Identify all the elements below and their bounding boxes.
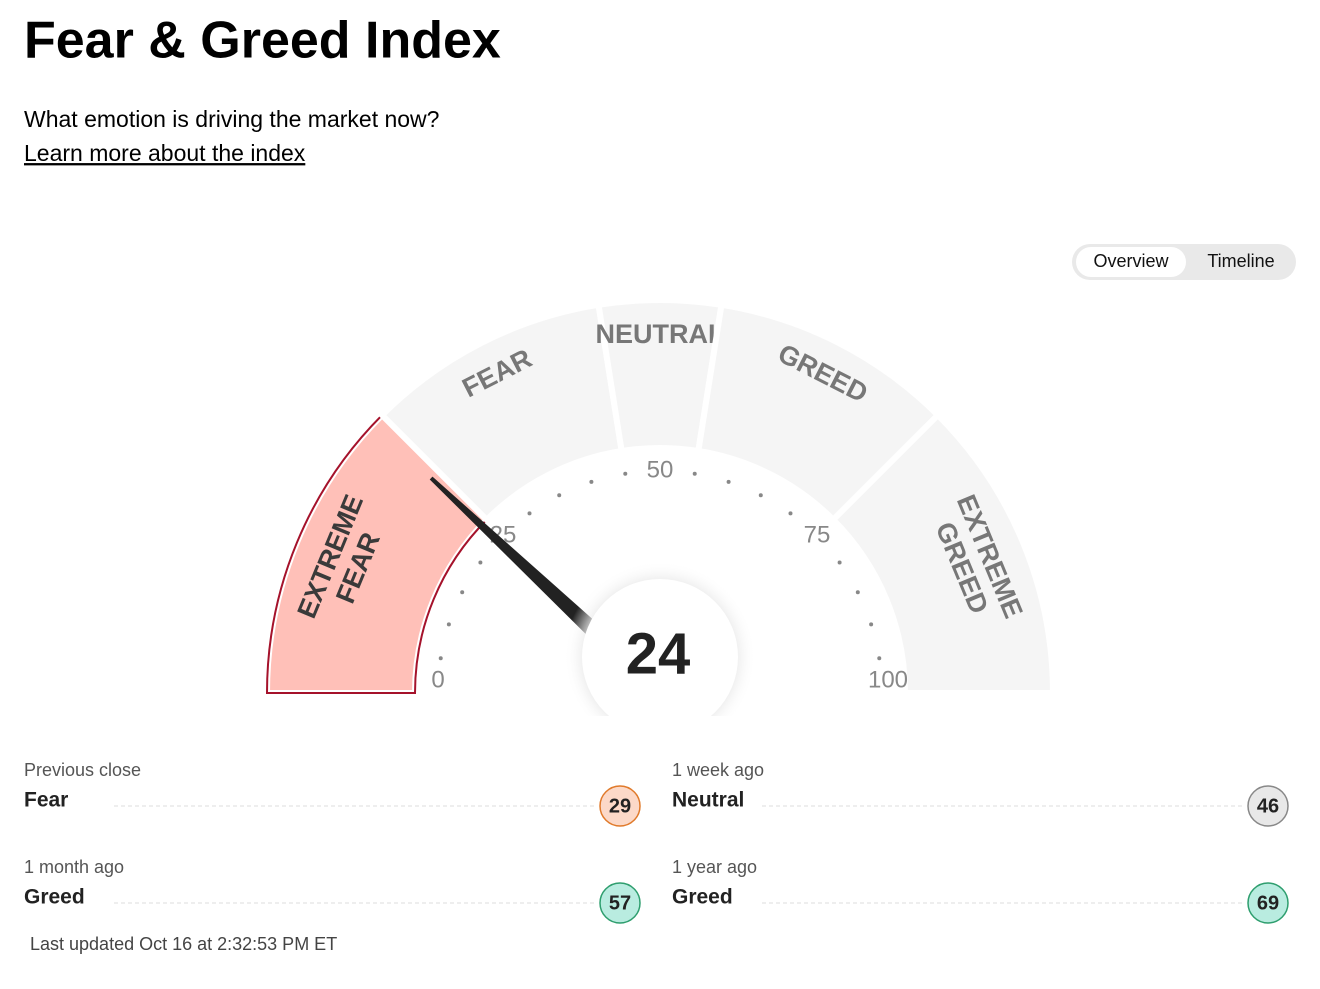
segment-label: NEUTRAL bbox=[596, 319, 725, 349]
history-badge bbox=[1247, 882, 1289, 924]
tick-dot bbox=[623, 471, 628, 476]
learn-more-link[interactable]: Learn more about the index bbox=[24, 140, 306, 166]
tick-dot bbox=[478, 560, 483, 565]
history-badge bbox=[599, 882, 641, 924]
history-value: 29 bbox=[609, 795, 631, 817]
tick-dot bbox=[837, 560, 842, 565]
tick-label: 0 bbox=[431, 666, 444, 693]
subtitle: What emotion is driving the market now? bbox=[24, 106, 439, 132]
gauge: EXTREMEFEARFEARNEUTRALGREEDEXTREMEGREED0… bbox=[263, 297, 1057, 756]
tick-label: 50 bbox=[647, 456, 674, 483]
gauge-value: 24 bbox=[626, 621, 691, 686]
history-label: Previous close bbox=[24, 760, 141, 780]
gauge-segment bbox=[828, 410, 1057, 696]
tick-label: 100 bbox=[868, 666, 908, 693]
tab[interactable]: Overview bbox=[1093, 251, 1169, 271]
history: Previous close Fear 29 1 week ago Neutral 46 1… bbox=[24, 760, 1289, 924]
history-badge bbox=[1247, 785, 1289, 827]
tick-dot bbox=[460, 590, 465, 595]
tick-label: 75 bbox=[804, 521, 831, 548]
history-rating: Greed bbox=[672, 886, 733, 909]
history-rating: Fear bbox=[24, 789, 68, 812]
tick-dot bbox=[726, 479, 731, 484]
tick-dot bbox=[788, 511, 793, 516]
history-rating: Neutral bbox=[672, 789, 744, 812]
tick-dot bbox=[446, 622, 451, 627]
history-badge bbox=[599, 785, 641, 827]
tick-dot bbox=[869, 622, 874, 627]
last-updated: Last updated Oct 16 at 2:32:53 PM ET bbox=[30, 934, 337, 954]
title: Fear & Greed Index bbox=[24, 12, 501, 70]
history-label: 1 year ago bbox=[672, 857, 757, 877]
center-disc bbox=[582, 579, 738, 735]
tick-dot bbox=[877, 656, 882, 661]
tab[interactable]: Timeline bbox=[1207, 251, 1274, 271]
history-label: 1 week ago bbox=[672, 760, 764, 780]
history-rating: Greed bbox=[24, 886, 85, 909]
tab-active-bg bbox=[1076, 247, 1186, 277]
tick-dot bbox=[758, 493, 763, 498]
history-value: 69 bbox=[1257, 892, 1279, 914]
tick-dot bbox=[692, 471, 697, 476]
tick-dot bbox=[855, 590, 860, 595]
tick-dot bbox=[527, 511, 532, 516]
tick-dot bbox=[589, 479, 594, 484]
needle bbox=[429, 476, 602, 639]
tick-dot bbox=[557, 493, 562, 498]
history-value: 46 bbox=[1257, 795, 1279, 817]
history-label: 1 month ago bbox=[24, 857, 124, 877]
tick-dot bbox=[438, 656, 443, 661]
history-value: 57 bbox=[609, 892, 631, 914]
